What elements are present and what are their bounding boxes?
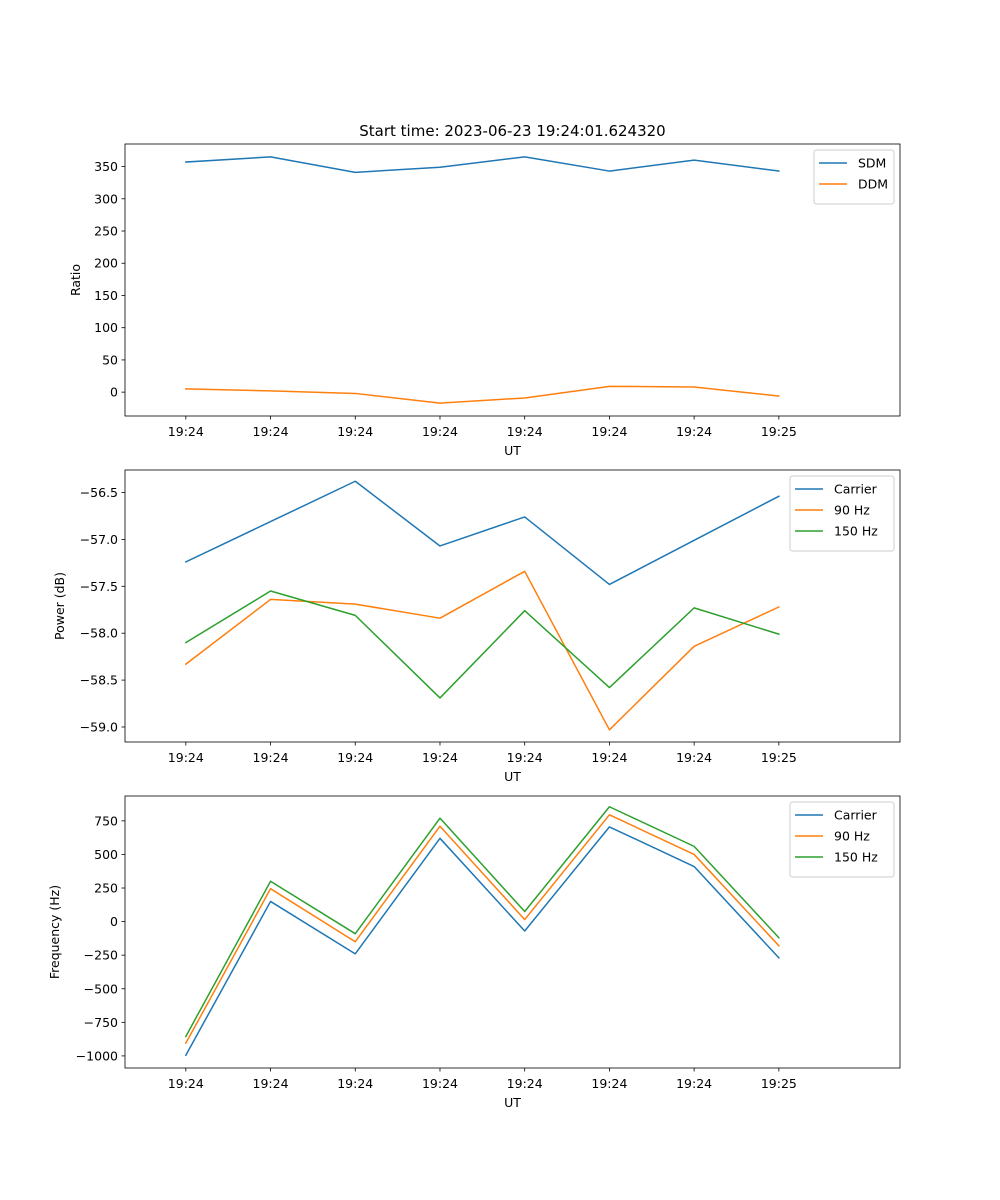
legend: Carrier 90 Hz 150 Hz — [789, 801, 895, 878]
series-line-ddm — [185, 385, 780, 404]
y-tick-label: −1000 — [76, 1048, 118, 1063]
y-tick-label: 500 — [94, 847, 118, 862]
legend-label: 150 Hz — [834, 524, 878, 539]
panel-2: −59.0 −58.5 −58.0 −57.5 −57.0 −56.5 19:24 19:24… — [52, 469, 901, 784]
legend-box — [789, 801, 895, 878]
legend: Carrier 90 Hz 150 Hz — [789, 475, 895, 552]
x-axis-label: UT — [504, 1095, 521, 1110]
series-line-90-hz — [184, 814, 780, 1045]
legend-label: 90 Hz — [834, 829, 870, 844]
y-tick-label: −58.5 — [80, 673, 118, 688]
y-tick-label: −57.5 — [80, 579, 118, 594]
panel-1: 0 50 100 150 200 250 300 350 19:24 19:24 19:24 19:2… — [68, 143, 901, 458]
series-line-150-hz — [184, 806, 780, 1038]
series-line-sdm — [185, 156, 780, 174]
x-tick-label: 19:24 — [168, 424, 204, 439]
x-tick-label: 19:24 — [337, 750, 373, 765]
legend-label: SDM — [858, 156, 886, 171]
legend: SDM DDM — [813, 149, 895, 205]
x-tick-label: 19:24 — [422, 1076, 458, 1091]
axes-frame — [124, 795, 901, 1069]
y-tick-label: 250 — [94, 224, 118, 239]
y-tick-label: 0 — [110, 385, 118, 400]
y-tick-label: 50 — [102, 352, 118, 367]
x-tick-label: 19:24 — [168, 1076, 204, 1091]
x-tick-label: 19:24 — [422, 424, 458, 439]
axes-frame — [124, 469, 901, 743]
series-line-carrier — [184, 826, 780, 1057]
panel-3: −1000 −750 −500 −250 0 250 500 750 19:24 19:24 19:… — [47, 795, 901, 1110]
x-tick-label: 19:24 — [591, 750, 627, 765]
x-tick-label: 19:24 — [253, 424, 289, 439]
y-tick-label: −58.0 — [80, 626, 118, 641]
y-tick-label: 0 — [110, 914, 118, 929]
x-tick-label: 19:24 — [591, 1076, 627, 1091]
x-tick-label: 19:24 — [676, 424, 712, 439]
x-tick-label: 19:25 — [761, 750, 797, 765]
x-axis-label: UT — [504, 443, 521, 458]
legend-box — [789, 475, 895, 552]
y-axis-label: Frequency (Hz) — [47, 885, 62, 979]
y-tick-label: 350 — [94, 159, 118, 174]
y-tick-label: 100 — [94, 320, 118, 335]
x-tick-label: 19:24 — [676, 750, 712, 765]
x-tick-label: 19:24 — [337, 1076, 373, 1091]
y-tick-label: −750 — [84, 1015, 118, 1030]
x-tick-label: 19:24 — [507, 750, 543, 765]
y-tick-label: 750 — [94, 813, 118, 828]
y-tick-label: 200 — [94, 256, 118, 271]
y-tick-label: −250 — [84, 948, 118, 963]
y-tick-label: −57.0 — [80, 532, 118, 547]
series-line-150-hz — [184, 590, 780, 699]
x-tick-label: 19:24 — [591, 424, 627, 439]
x-tick-label: 19:24 — [253, 1076, 289, 1091]
x-tick-label: 19:24 — [507, 424, 543, 439]
legend-label: DDM — [858, 177, 888, 192]
x-tick-label: 19:24 — [422, 750, 458, 765]
legend-label: Carrier — [834, 482, 878, 497]
y-tick-label: 250 — [94, 881, 118, 896]
y-tick-label: −56.5 — [80, 485, 118, 500]
figure-title: Start time: 2023-06-23 19:24:01.624320 — [359, 122, 665, 140]
y-tick-label: −500 — [84, 981, 118, 996]
series-line-90-hz — [184, 570, 780, 731]
x-tick-label: 19:24 — [507, 1076, 543, 1091]
axes-frame — [124, 143, 901, 417]
legend-label: 150 Hz — [834, 850, 878, 865]
legend-label: 90 Hz — [834, 503, 870, 518]
x-tick-label: 19:25 — [761, 1076, 797, 1091]
x-tick-label: 19:24 — [168, 750, 204, 765]
x-tick-label: 19:24 — [676, 1076, 712, 1091]
x-tick-label: 19:24 — [337, 424, 373, 439]
y-axis-label: Power (dB) — [52, 572, 67, 640]
y-axis-label: Ratio — [68, 264, 83, 296]
y-tick-label: −59.0 — [80, 719, 118, 734]
series-line-carrier — [184, 480, 780, 586]
x-tick-label: 19:24 — [253, 750, 289, 765]
x-tick-label: 19:25 — [761, 424, 797, 439]
y-tick-label: 150 — [94, 288, 118, 303]
legend-label: Carrier — [834, 808, 878, 823]
x-axis-label: UT — [504, 769, 521, 784]
y-tick-label: 300 — [94, 191, 118, 206]
